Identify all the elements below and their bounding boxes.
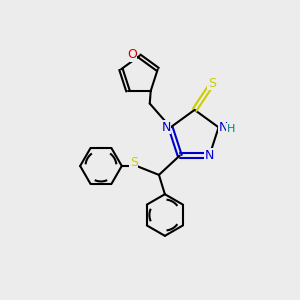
Text: S: S	[208, 76, 216, 90]
Text: N: N	[218, 121, 228, 134]
Text: N: N	[161, 121, 171, 134]
Text: O: O	[127, 48, 137, 61]
Text: H: H	[227, 124, 235, 134]
Text: N: N	[205, 149, 214, 162]
Text: S: S	[130, 156, 138, 169]
